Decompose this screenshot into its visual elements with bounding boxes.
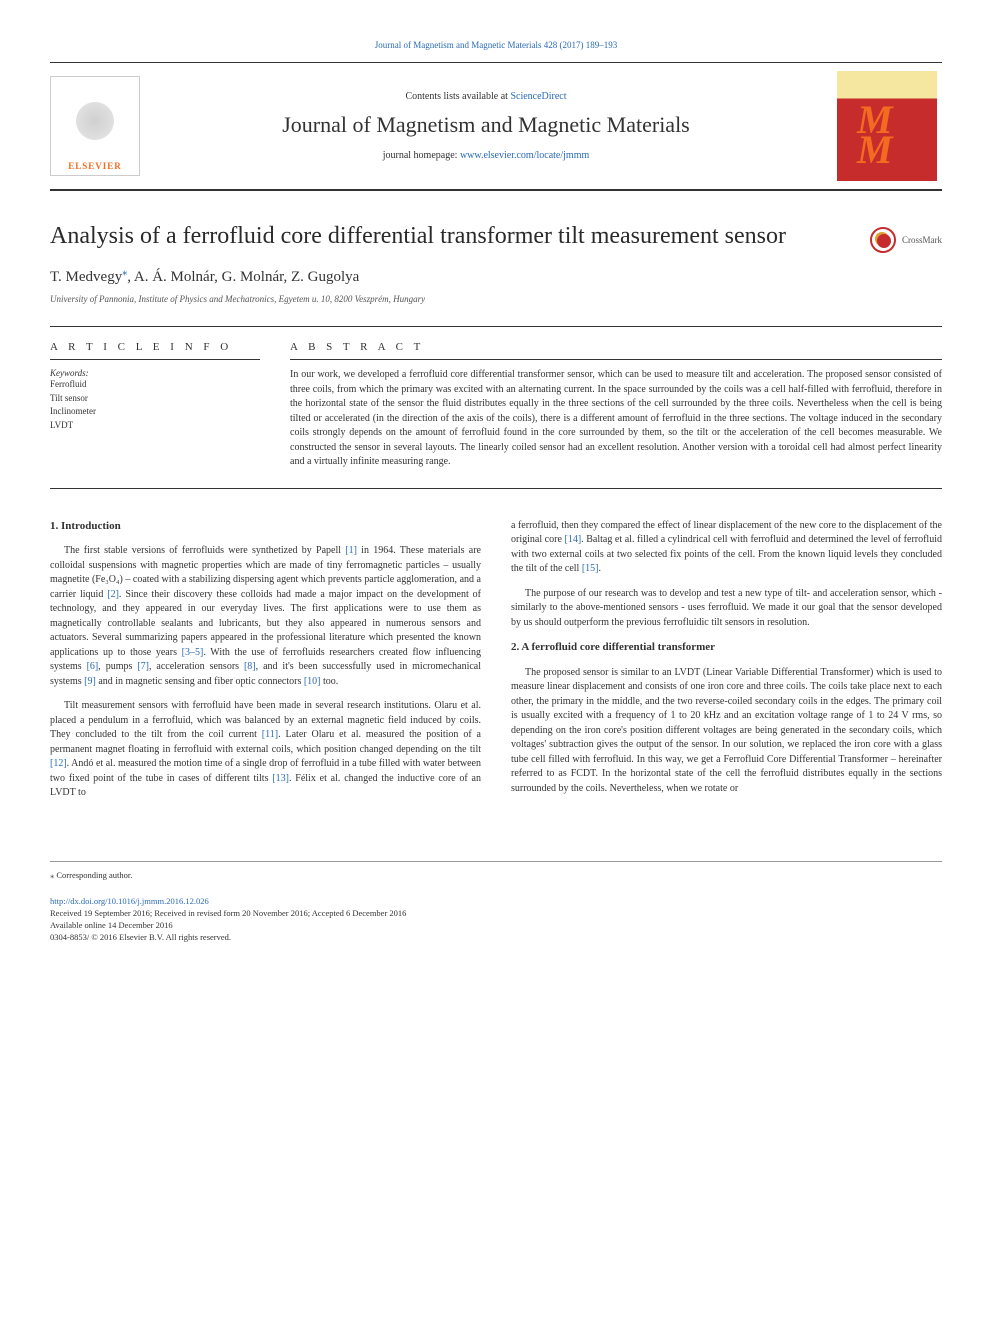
abstract: A B S T R A C T In our work, we develope…	[290, 341, 942, 470]
header-center: Contents lists available at ScienceDirec…	[140, 91, 832, 161]
homepage-line: journal homepage: www.elsevier.com/locat…	[140, 150, 832, 161]
article-title: Analysis of a ferrofluid core differenti…	[50, 221, 850, 252]
author: G. Molnár	[222, 269, 284, 285]
article-info: A R T I C L E I N F O Keywords: Ferroflu…	[50, 341, 260, 470]
abstract-label: A B S T R A C T	[290, 341, 942, 360]
section-heading: 1. Introduction	[50, 519, 481, 535]
elsevier-tree-icon	[65, 97, 125, 157]
ref-link[interactable]: [11]	[262, 729, 278, 740]
ref-link[interactable]: [7]	[137, 661, 149, 672]
keyword: Tilt sensor	[50, 392, 260, 406]
text-run: and in magnetic sensing and fiber optic …	[96, 676, 304, 687]
paragraph: The proposed sensor is similar to an LVD…	[511, 666, 942, 797]
contents-available: Contents lists available at ScienceDirec…	[140, 91, 832, 102]
elsevier-wordmark: ELSEVIER	[68, 161, 122, 171]
ref-link[interactable]: [8]	[244, 661, 256, 672]
crossmark-icon	[870, 227, 896, 253]
journal-name: Journal of Magnetism and Magnetic Materi…	[140, 112, 832, 138]
title-row: Analysis of a ferrofluid core differenti…	[50, 221, 942, 253]
ref-link[interactable]: [12]	[50, 758, 67, 769]
elsevier-logo: ELSEVIER	[50, 76, 140, 176]
keywords-header: Keywords:	[50, 368, 260, 378]
article-info-label: A R T I C L E I N F O	[50, 341, 260, 360]
body-col-right: a ferrofluid, then they compared the eff…	[511, 519, 942, 811]
author: T. Medvegy	[50, 269, 122, 285]
keyword: Inclinometer	[50, 405, 260, 419]
text-run: , acceleration sensors	[149, 661, 244, 672]
journal-header: ELSEVIER Contents lists available at Sci…	[50, 62, 942, 191]
text-run: The first stable versions of ferrofluids…	[64, 545, 345, 556]
sciencedirect-link[interactable]: ScienceDirect	[510, 91, 566, 102]
footer: ⁎ Corresponding author. http://dx.doi.or…	[50, 861, 942, 943]
ref-link[interactable]: [3–5]	[182, 647, 204, 658]
affiliation: University of Pannonia, Institute of Phy…	[50, 294, 942, 304]
ref-link[interactable]: [13]	[272, 773, 289, 784]
doi-link[interactable]: http://dx.doi.org/10.1016/j.jmmm.2016.12…	[50, 896, 942, 908]
ref-link[interactable]: [15]	[582, 563, 599, 574]
contents-prefix: Contents lists available at	[405, 91, 510, 102]
keyword: LVDT	[50, 419, 260, 433]
ref-link[interactable]: [10]	[304, 676, 321, 687]
paragraph: a ferrofluid, then they compared the eff…	[511, 519, 942, 577]
journal-citation: Journal of Magnetism and Magnetic Materi…	[50, 40, 942, 50]
body-columns: 1. Introduction The first stable version…	[50, 519, 942, 811]
paragraph: The purpose of our research was to devel…	[511, 587, 942, 631]
paragraph: The first stable versions of ferrofluids…	[50, 544, 481, 689]
available-line: Available online 14 December 2016	[50, 920, 942, 932]
body-col-left: 1. Introduction The first stable version…	[50, 519, 481, 811]
info-abstract-block: A R T I C L E I N F O Keywords: Ferroflu…	[50, 326, 942, 489]
paragraph: Tilt measurement sensors with ferrofluid…	[50, 699, 481, 801]
authors-line: T. Medvegy⁎, A. Á. Molnár, G. Molnár, Z.…	[50, 267, 942, 286]
text-run: too.	[321, 676, 339, 687]
keywords-list: Ferrofluid Tilt sensor Inclinometer LVDT	[50, 378, 260, 432]
homepage-link[interactable]: www.elsevier.com/locate/jmmm	[460, 150, 589, 161]
crossmark-badge[interactable]: CrossMark	[870, 227, 942, 253]
ref-link[interactable]: [1]	[345, 545, 357, 556]
abstract-text: In our work, we developed a ferrofluid c…	[290, 368, 942, 470]
author: A. Á. Molnár	[134, 269, 214, 285]
journal-cover: M M	[832, 71, 942, 181]
ref-link[interactable]: [9]	[84, 676, 96, 687]
received-line: Received 19 September 2016; Received in …	[50, 908, 942, 920]
homepage-prefix: journal homepage:	[383, 150, 460, 161]
copyright-line: 0304-8853/ © 2016 Elsevier B.V. All righ…	[50, 932, 942, 944]
crossmark-label: CrossMark	[902, 235, 942, 245]
section-heading: 2. A ferrofluid core differential transf…	[511, 640, 942, 656]
ref-link[interactable]: [14]	[564, 534, 581, 545]
keyword: Ferrofluid	[50, 378, 260, 392]
ref-link[interactable]: [2]	[107, 589, 119, 600]
author: Z. Gugolya	[291, 269, 359, 285]
corresponding-author-note: ⁎ Corresponding author.	[50, 870, 942, 882]
cover-image: M M	[837, 71, 937, 181]
text-run: , pumps	[98, 661, 137, 672]
cover-m-icon: M	[857, 126, 893, 173]
text-run: .	[598, 563, 601, 574]
ref-link[interactable]: [6]	[87, 661, 99, 672]
corr-marker: ⁎	[122, 267, 127, 278]
